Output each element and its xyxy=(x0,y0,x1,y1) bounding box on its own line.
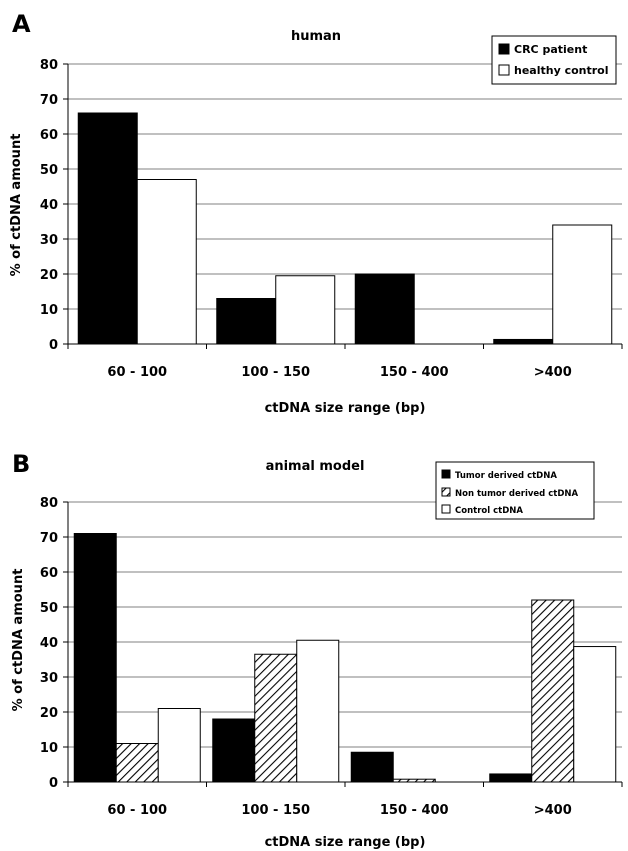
legend-b-label-1: Non tumor derived ctDNA xyxy=(455,489,579,499)
chart-a-ytick-label: 70 xyxy=(40,93,58,108)
legend-a-label-0: CRC patient xyxy=(514,43,587,56)
chart-a-ytick-label: 40 xyxy=(40,198,58,213)
chart-a-ylabel: % of ctDNA amount xyxy=(9,134,24,277)
chart-b-title: animal model xyxy=(266,459,365,474)
chart-a-ytick-label: 50 xyxy=(40,163,58,178)
chart-b-bar xyxy=(531,599,575,783)
legend-b-box xyxy=(435,461,595,520)
chart-b-legend: Tumor derived ctDNA Non tumor derived ct… xyxy=(435,461,595,520)
chart-b-ytick-label: 10 xyxy=(40,741,58,756)
chart-b-bar xyxy=(157,708,201,783)
chart-a-bar xyxy=(77,112,138,345)
chart-b-bar xyxy=(296,639,340,783)
chart-b-bar xyxy=(350,751,394,783)
chart-a-ytick-label: 60 xyxy=(40,128,58,143)
legend-b-swatch-2 xyxy=(441,504,451,514)
chart-a-bar xyxy=(552,224,613,345)
chart-a-ytick-label: 20 xyxy=(40,268,58,283)
legend-b-swatch-1 xyxy=(441,487,451,497)
chart-a-ytick-label: 10 xyxy=(40,303,58,318)
chart-a-ytick-label: 30 xyxy=(40,233,58,248)
chart-a-xtick-label: >400 xyxy=(534,365,572,380)
chart-b-bars xyxy=(73,533,617,783)
chart-a: A human 0 10 20 30 40 50 60 70 80 60 - 100 100 - 1… xyxy=(9,10,623,416)
chart-a-xlabel: ctDNA size range (bp) xyxy=(265,401,426,416)
panel-label-a: A xyxy=(12,10,31,38)
chart-b-bar xyxy=(212,718,256,783)
chart-a-bar xyxy=(275,275,336,345)
legend-a-box xyxy=(491,35,617,85)
chart-a-ytick-label: 80 xyxy=(40,58,58,73)
chart-a-xtick-label: 100 - 150 xyxy=(241,365,310,380)
chart-a-title: human xyxy=(291,29,341,44)
chart-a-bar xyxy=(216,298,277,345)
chart-b-xlabel: ctDNA size range (bp) xyxy=(265,835,426,850)
chart-b-ytick-label: 30 xyxy=(40,671,58,686)
chart-b-ytick-label: 60 xyxy=(40,566,58,581)
chart-b-ylabel: % of ctDNA amount xyxy=(11,569,26,712)
chart-b-xtick-label: 60 - 100 xyxy=(107,803,167,818)
legend-a-swatch-1 xyxy=(498,64,510,76)
chart-b-xtick-label: 150 - 400 xyxy=(380,803,449,818)
chart-b-bar xyxy=(254,653,298,783)
chart-b-ytick-label: 20 xyxy=(40,706,58,721)
chart-a-xtick-label: 150 - 400 xyxy=(380,365,449,380)
chart-a-bar xyxy=(354,273,415,345)
chart-a-ytick-label: 0 xyxy=(49,338,58,353)
chart-b-ytick-label: 70 xyxy=(40,531,58,546)
chart-a-bar xyxy=(493,338,554,345)
chart-b-bar xyxy=(489,773,533,783)
chart-a-legend: CRC patient healthy control xyxy=(491,35,617,85)
chart-a-axes: 0 10 20 30 40 50 60 70 80 60 - 100 100 - 150 150 - … xyxy=(40,58,623,380)
chart-b-ytick-label: 40 xyxy=(40,636,58,651)
chart-b: B animal model 0 10 20 30 40 50 60 70 80 60 - 100… xyxy=(11,450,623,850)
chart-b-ytick-label: 50 xyxy=(40,601,58,616)
chart-b-xtick-label: >400 xyxy=(534,803,572,818)
chart-b-axes: 0 10 20 30 40 50 60 70 80 60 - 100 100 - 150 150 - … xyxy=(40,496,623,818)
chart-b-bar xyxy=(115,743,159,783)
chart-b-xtick-label: 100 - 150 xyxy=(241,803,310,818)
panel-label-b: B xyxy=(12,450,30,478)
chart-a-xtick-label: 60 - 100 xyxy=(107,365,167,380)
legend-a-swatch-0 xyxy=(498,43,510,55)
legend-b-swatch-0 xyxy=(441,469,451,479)
chart-a-bar xyxy=(136,179,197,345)
chart-b-ytick-label: 80 xyxy=(40,496,58,511)
chart-b-bar xyxy=(73,533,117,783)
legend-b-label-0: Tumor derived ctDNA xyxy=(455,471,557,481)
legend-b-label-2: Control ctDNA xyxy=(455,506,523,516)
chart-b-bar xyxy=(573,646,617,783)
chart-b-ytick-label: 0 xyxy=(49,776,58,791)
legend-a-label-1: healthy control xyxy=(514,64,609,77)
chart-a-bars xyxy=(77,112,613,345)
